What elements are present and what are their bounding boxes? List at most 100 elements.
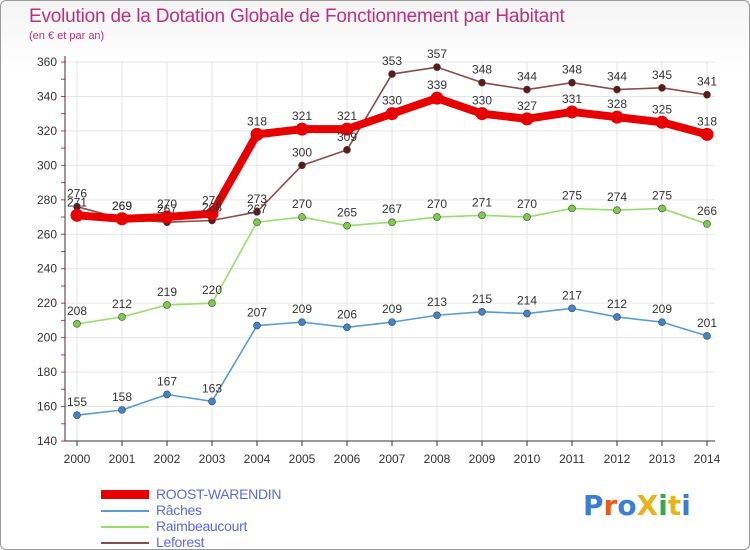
- data-point: [520, 112, 534, 126]
- y-tick-label: 320: [37, 124, 57, 138]
- data-label: 270: [157, 197, 177, 211]
- y-tick-label: 140: [37, 434, 57, 448]
- data-point: [700, 127, 714, 141]
- x-tick-label: 2014: [694, 452, 721, 466]
- x-tick-label: 2005: [289, 452, 316, 466]
- data-point: [298, 318, 306, 326]
- data-label: 318: [697, 114, 717, 128]
- data-label: 341: [697, 75, 717, 89]
- y-tick-label: 260: [37, 227, 57, 241]
- data-point: [523, 85, 531, 94]
- data-point: [73, 411, 81, 419]
- y-tick-label: 220: [37, 296, 57, 310]
- data-label: 217: [562, 288, 582, 302]
- legend-label: ROOST-WARENDIN: [156, 486, 282, 502]
- logo-letter: P: [583, 489, 604, 522]
- x-tick-label: 2008: [424, 452, 451, 466]
- data-point: [613, 313, 621, 321]
- data-point: [478, 78, 486, 87]
- x-tick-label: 2010: [514, 452, 541, 466]
- data-point: [430, 91, 444, 105]
- data-point: [433, 213, 441, 221]
- y-tick-label: 200: [37, 331, 57, 345]
- data-point: [703, 90, 711, 99]
- legend-label: Raimbeaucourt: [156, 518, 248, 534]
- data-label: 272: [202, 194, 222, 208]
- logo-letter: t: [667, 489, 682, 522]
- proxiti-logo: ProXiti: [583, 489, 691, 522]
- x-tick-label: 2006: [334, 452, 361, 466]
- x-tick-label: 2002: [154, 452, 181, 466]
- data-label: 273: [247, 192, 267, 206]
- x-tick-label: 2013: [649, 452, 676, 466]
- legend-swatch: [101, 510, 149, 512]
- data-point: [523, 213, 531, 221]
- data-point: [568, 304, 576, 313]
- data-label: 269: [112, 199, 132, 213]
- data-point: [388, 318, 396, 326]
- series-lines: [70, 63, 714, 419]
- x-tick-label: 2003: [199, 452, 226, 466]
- legend: ROOST-WARENDIN Râches Raimbeaucourt Lefo…: [101, 486, 361, 549]
- data-label: 331: [562, 92, 582, 106]
- data-label: 274: [607, 190, 627, 204]
- data-label: 265: [337, 206, 357, 220]
- legend-label: Râches: [156, 502, 202, 518]
- data-point: [565, 105, 579, 119]
- data-point: [388, 70, 396, 78]
- data-label: 344: [517, 70, 537, 84]
- data-label: 275: [652, 188, 672, 202]
- data-label: 209: [292, 302, 312, 316]
- data-point: [610, 110, 624, 124]
- legend-item-roost-warendin: ROOST-WARENDIN: [101, 486, 361, 503]
- y-tick-label: 300: [37, 158, 57, 172]
- x-tick-label: 2004: [244, 452, 271, 466]
- data-point: [298, 161, 306, 170]
- data-label: 208: [67, 304, 87, 318]
- data-label: 309: [337, 130, 357, 144]
- data-point: [523, 309, 531, 318]
- data-point: [703, 220, 711, 228]
- logo-letter: o: [617, 489, 637, 522]
- data-label: 348: [562, 63, 582, 77]
- x-tick-label: 2012: [604, 452, 631, 466]
- data-label: 270: [517, 197, 537, 211]
- data-point: [478, 211, 486, 220]
- data-label: 267: [382, 202, 402, 216]
- data-label: 220: [202, 283, 222, 297]
- data-point: [340, 122, 354, 136]
- x-tick-label: 2009: [469, 452, 496, 466]
- y-tick-label: 280: [37, 193, 57, 207]
- data-point: [655, 115, 669, 129]
- data-point: [253, 321, 261, 330]
- data-label: 268: [202, 200, 222, 214]
- data-label: 330: [472, 94, 492, 108]
- data-point: [385, 107, 399, 121]
- data-label: 267: [157, 202, 177, 216]
- y-tick-label: 160: [37, 400, 57, 414]
- data-point: [250, 127, 264, 141]
- data-label: 275: [562, 188, 582, 202]
- axes: 140 160 180 200 220 240 260 280 300 320 340 360 2000…: [37, 55, 721, 466]
- data-label: 300: [292, 145, 312, 159]
- data-label: 339: [427, 78, 447, 92]
- y-tick-label: 180: [37, 365, 57, 379]
- data-point: [298, 213, 306, 221]
- data-point: [118, 313, 126, 321]
- data-label: 348: [472, 63, 492, 77]
- data-point: [208, 397, 216, 406]
- data-point: [613, 206, 621, 214]
- y-tick-label: 240: [37, 262, 57, 276]
- data-label: 215: [472, 292, 492, 306]
- data-labels: 271 269 270 272 318 321 321 330 339 330 327 331 328 3…: [67, 47, 717, 409]
- data-label: 269: [112, 199, 132, 213]
- y-tick-label: 360: [37, 55, 57, 69]
- legend-item-leforest: Leforest: [101, 534, 361, 549]
- data-label: 214: [517, 294, 537, 308]
- x-tick-label: 2007: [379, 452, 406, 466]
- data-label: 209: [652, 302, 672, 316]
- data-label: 163: [202, 381, 222, 395]
- data-point: [568, 78, 576, 87]
- data-point: [253, 208, 261, 216]
